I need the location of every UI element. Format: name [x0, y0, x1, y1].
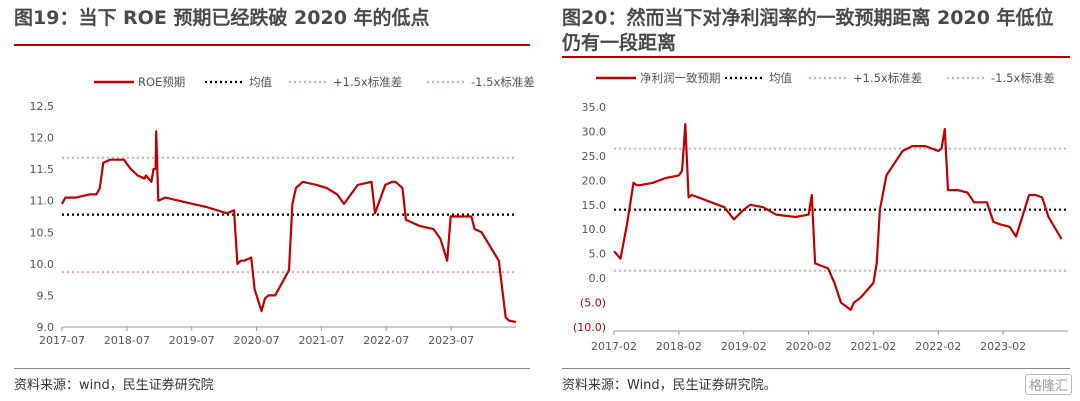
right-x-tick-label: 2023-02	[980, 340, 1026, 353]
left-title-rule	[14, 44, 530, 46]
left-x-tick-label: 2017-07	[39, 334, 85, 347]
left-y-tick-label: 12.5	[30, 100, 55, 113]
left-legend-label: +1.5x标准差	[333, 75, 402, 89]
right-title-rule	[562, 56, 1070, 58]
left-x-tick-label: 2021-07	[298, 334, 344, 347]
left-x-tick-label: 2022-07	[363, 334, 409, 347]
left-y-tick-label: 11.5	[30, 163, 55, 176]
right-y-tick-label: 25.0	[582, 150, 607, 163]
left-legend-label: ROE预期	[138, 75, 185, 89]
right-legend-label: 均值	[769, 71, 792, 85]
left-y-tick-label: 10.5	[30, 226, 55, 239]
left-x-tick-label: 2018-07	[104, 334, 150, 347]
right-x-tick-label: 2018-02	[656, 340, 702, 353]
right-legend-label: +1.5x标准差	[853, 71, 922, 85]
right-chart: 35.0 30.0 25.0 20.0 15.0 10.0 5.0 0.0 (5.0) (10.0…	[573, 71, 1068, 353]
right-legend-label: 净利润一致预期	[640, 71, 721, 85]
right-y-tick-label: (5.0)	[580, 297, 606, 310]
left-y-tick-label: 10.0	[30, 258, 55, 271]
right-legend-label: -1.5x标准差	[991, 71, 1055, 85]
left-x-tick-label: 2023-07	[428, 334, 474, 347]
right-y-tick-label: 30.0	[582, 125, 607, 138]
right-x-tick-label: 2019-02	[721, 340, 767, 353]
left-y-tick-label: 12.0	[30, 132, 55, 145]
right-y-tick-label: 5.0	[589, 248, 607, 261]
left-figure-title: 图19：当下 ROE 预期已经跌破 2020 年的低点	[14, 7, 430, 29]
right-y-tick-label: 10.0	[582, 223, 607, 236]
right-source-note: 资料来源：Wind，民生证券研究院。	[562, 378, 777, 393]
left-figure: 图19：当下 ROE 预期已经跌破 2020 年的低点 12.5 12.0 11.5…	[14, 7, 535, 393]
left-x-tick-label: 2020-07	[234, 334, 280, 347]
right-y-tick-label: (10.0)	[573, 321, 606, 334]
right-x-tick-label: 2017-02	[591, 340, 637, 353]
left-y-tick-label: 9.5	[37, 289, 55, 302]
right-y-tick-label: 0.0	[589, 272, 607, 285]
right-x-tick-label: 2021-02	[850, 340, 896, 353]
right-figure-title: 图20：然而当下对净利润率的一致预期距离 2020 年低位仍有一段距离	[562, 7, 1054, 54]
right-source-rule	[562, 368, 1070, 369]
right-y-tick-label: 20.0	[582, 174, 607, 187]
watermark-logo: 格隆汇	[1024, 374, 1072, 395]
left-x-tick-label: 2019-07	[169, 334, 215, 347]
right-x-tick-label: 2020-02	[786, 340, 832, 353]
right-x-tick-label: 2022-02	[915, 340, 961, 353]
left-legend-label: 均值	[249, 75, 272, 89]
right-y-tick-label: 15.0	[582, 199, 607, 212]
left-source-rule	[14, 368, 530, 369]
left-source-note: 资料来源：wind，民生证券研究院	[14, 378, 214, 393]
left-y-tick-label: 11.0	[30, 195, 55, 208]
left-legend-label: -1.5x标准差	[471, 75, 535, 89]
right-series-line-0	[613, 122, 1063, 311]
left-y-tick-label: 9.0	[37, 321, 55, 334]
right-figure: 图20：然而当下对净利润率的一致预期距离 2020 年低位仍有一段距离 35.0…	[548, 0, 1080, 401]
right-y-tick-label: 35.0	[582, 101, 607, 114]
left-series-line-0	[61, 130, 517, 323]
